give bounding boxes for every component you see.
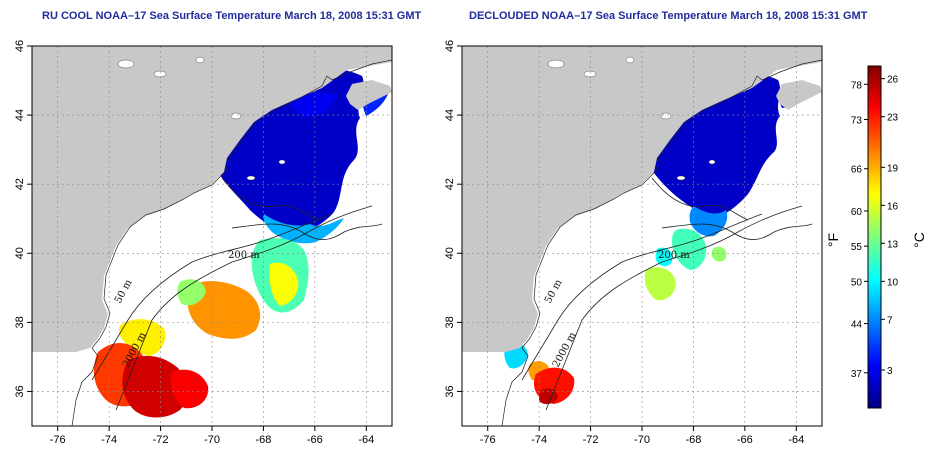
isobath-50m (91, 213, 333, 381)
x-tick-label: -68 (255, 434, 271, 446)
isobath-100m (221, 177, 319, 221)
y-tick-label: 42 (14, 178, 26, 190)
isobath-2000m (545, 205, 803, 411)
landmass (32, 46, 392, 352)
isobath-200m (231, 223, 383, 240)
sst-region (689, 206, 728, 237)
x-tick-label: -64 (358, 434, 374, 446)
y-tick-label: 44 (14, 109, 26, 121)
isobath-50m (521, 213, 763, 381)
celsius-axis-label: °C (911, 232, 927, 248)
x-tick-label: -74 (101, 434, 117, 446)
x-tick-label: -74 (531, 434, 547, 446)
lake (547, 59, 565, 69)
x-tick-label: -66 (737, 434, 753, 446)
landmass (462, 46, 822, 352)
x-tick-label: -68 (685, 434, 701, 446)
landmass-nova-scotia (346, 80, 392, 110)
panel-title-declouded: DECLOUDED NOAA–17 Sea Surface Temperatur… (469, 10, 868, 22)
sst-region (655, 247, 673, 267)
fahrenheit-tick-label: 50 (851, 277, 863, 288)
fahrenheit-tick-label: 44 (851, 320, 863, 331)
sst-region (289, 92, 336, 117)
sst-region (122, 355, 189, 418)
x-tick-label: -76 (480, 434, 496, 446)
x-tick-label: -70 (204, 434, 220, 446)
x-tick-label: -66 (307, 434, 323, 446)
sst-region (269, 262, 299, 306)
fahrenheit-tick-label: 60 (851, 207, 863, 218)
x-tick-label: -64 (788, 434, 804, 446)
isobath-label: 200 m (658, 250, 690, 261)
fahrenheit-tick-label: 78 (851, 80, 863, 91)
y-tick-label: 40 (14, 247, 26, 259)
sst-region (672, 228, 707, 270)
celsius-tick-label: 26 (887, 75, 899, 86)
celsius-tick-label: 19 (887, 163, 899, 174)
lake (708, 159, 716, 165)
fahrenheit-tick-label: 55 (851, 242, 863, 253)
fahrenheit-axis-label: °F (825, 233, 841, 247)
fahrenheit-tick-label: 37 (851, 369, 863, 380)
x-tick-label: -72 (583, 434, 599, 446)
lake (676, 175, 686, 181)
x-tick-label: -70 (634, 434, 650, 446)
fahrenheit-tick-label: 73 (851, 115, 863, 126)
sst-region (644, 267, 676, 301)
y-tick-label: 44 (444, 109, 456, 121)
colorbar-gradient (867, 65, 882, 409)
lake (230, 112, 242, 120)
lake (117, 59, 135, 69)
sst-region (177, 279, 206, 306)
lake (246, 175, 256, 181)
lake (625, 56, 635, 64)
lake (153, 70, 167, 78)
celsius-tick-label: 7 (887, 315, 893, 326)
lake (278, 159, 286, 165)
y-tick-label: 38 (14, 316, 26, 328)
celsius-tick-label: 13 (887, 239, 899, 250)
isobath-2000m (115, 205, 373, 411)
panel-title-ru-cool: RU COOL NOAA–17 Sea Surface Temperature … (42, 10, 422, 22)
x-tick-label: -76 (50, 434, 66, 446)
sst-region (170, 369, 209, 409)
celsius-tick-label: 23 (887, 113, 899, 124)
sst-region (187, 281, 261, 339)
celsius-tick-label: 10 (887, 277, 899, 288)
y-tick-label: 38 (444, 316, 456, 328)
fahrenheit-tick-label: 66 (851, 165, 863, 176)
x-tick-label: -72 (153, 434, 169, 446)
y-tick-label: 40 (444, 247, 456, 259)
y-tick-label: 36 (14, 385, 26, 397)
celsius-tick-label: 16 (887, 201, 899, 212)
y-tick-label: 46 (444, 40, 456, 52)
y-tick-label: 42 (444, 178, 456, 190)
lake (195, 56, 205, 64)
isobath-label: 200 m (228, 250, 260, 261)
lake (583, 70, 597, 78)
y-tick-label: 36 (444, 385, 456, 397)
sst-region (711, 246, 727, 262)
isobath-200m (661, 223, 813, 240)
lake (660, 112, 672, 120)
landmass-nova-scotia (776, 80, 822, 110)
isobath-100m (651, 177, 749, 221)
y-tick-label: 46 (14, 40, 26, 52)
sst-region (263, 214, 344, 244)
celsius-tick-label: 3 (887, 366, 893, 377)
